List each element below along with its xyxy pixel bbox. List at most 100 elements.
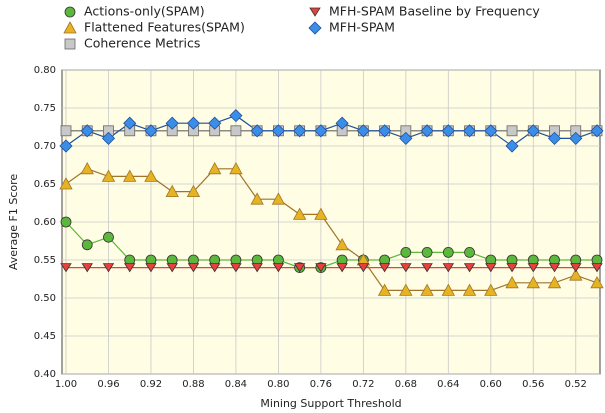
marker xyxy=(250,124,264,138)
marker xyxy=(144,124,158,138)
x-tick-label: 0.88 xyxy=(182,379,204,390)
marker xyxy=(464,246,475,258)
legend-label: Coherence Metrics xyxy=(84,36,200,51)
marker xyxy=(591,263,603,273)
y-tick-label: 0.80 xyxy=(34,65,56,76)
legend-label: MFH-SPAM Baseline by Frequency xyxy=(329,4,540,19)
legend-marker xyxy=(309,7,321,17)
marker xyxy=(526,124,540,138)
marker xyxy=(165,116,179,130)
x-tick-label: 0.56 xyxy=(522,379,544,390)
x-tick-label: 0.92 xyxy=(140,379,162,390)
marker xyxy=(463,263,476,273)
marker xyxy=(103,231,114,243)
marker xyxy=(145,263,157,273)
x-tick-label: 0.52 xyxy=(565,379,587,390)
x-tick-label: 0.76 xyxy=(310,379,332,390)
marker xyxy=(229,161,243,175)
legend-label: Actions-only(SPAM) xyxy=(84,4,205,19)
marker xyxy=(569,131,583,145)
marker xyxy=(378,263,391,273)
marker xyxy=(293,263,306,273)
y-axis-label: Average F1 Score xyxy=(7,174,20,271)
marker xyxy=(420,283,434,296)
marker xyxy=(421,246,433,258)
marker xyxy=(81,263,93,273)
marker xyxy=(251,263,263,273)
marker xyxy=(357,263,370,273)
marker xyxy=(80,161,94,175)
x-tick-label: 0.80 xyxy=(267,379,289,390)
marker xyxy=(292,207,307,220)
marker xyxy=(123,263,136,273)
marker xyxy=(462,283,477,296)
marker xyxy=(81,239,93,251)
marker xyxy=(400,246,412,258)
marker xyxy=(548,263,561,273)
marker xyxy=(441,283,455,296)
marker xyxy=(186,116,201,130)
marker xyxy=(271,124,285,138)
marker xyxy=(506,263,518,273)
marker xyxy=(165,184,179,198)
marker xyxy=(336,263,348,273)
legend-marker xyxy=(63,21,77,34)
marker xyxy=(377,283,392,296)
marker xyxy=(484,124,498,138)
marker xyxy=(505,275,519,289)
legend-marker xyxy=(64,6,76,18)
x-tick-label: 0.60 xyxy=(480,379,502,390)
marker xyxy=(293,124,307,138)
marker xyxy=(60,216,72,228)
marker xyxy=(315,263,327,273)
marker xyxy=(547,131,562,145)
marker xyxy=(506,125,518,137)
marker xyxy=(441,124,455,138)
plot xyxy=(59,69,604,375)
y-tick-label: 0.60 xyxy=(34,217,56,228)
x-tick-label: 0.84 xyxy=(225,379,247,390)
marker xyxy=(186,184,201,198)
marker xyxy=(229,109,243,123)
marker xyxy=(80,124,94,138)
marker xyxy=(547,275,562,289)
y-tick-label: 0.65 xyxy=(34,179,56,190)
marker xyxy=(59,177,73,190)
legend-label: Flattened Features(SPAM) xyxy=(84,20,245,35)
marker xyxy=(101,131,116,145)
marker xyxy=(60,125,72,137)
marker xyxy=(208,161,222,175)
y-tick-label: 0.50 xyxy=(34,293,56,304)
legend-marker xyxy=(308,21,322,35)
marker xyxy=(378,124,392,138)
marker xyxy=(526,275,540,289)
marker xyxy=(335,116,349,130)
marker xyxy=(442,263,455,273)
marker xyxy=(570,263,582,273)
marker xyxy=(590,275,604,289)
marker xyxy=(166,263,178,273)
x-tick-label: 0.96 xyxy=(97,379,119,390)
x-axis-label: Mining Support Threshold xyxy=(260,397,401,410)
marker xyxy=(144,169,158,182)
x-tick-label: 0.68 xyxy=(395,379,417,390)
y-tick-label: 0.70 xyxy=(34,141,56,152)
marker xyxy=(527,263,540,273)
x-tick-label: 0.72 xyxy=(352,379,374,390)
legend: Actions-only(SPAM)Flattened Features(SPA… xyxy=(63,4,540,51)
y-tick-label: 0.40 xyxy=(34,369,56,380)
marker xyxy=(208,116,222,130)
marker xyxy=(485,263,497,273)
marker xyxy=(442,246,454,258)
y-tick-label: 0.45 xyxy=(34,331,56,342)
x-tick-label: 1.00 xyxy=(55,379,77,390)
marker xyxy=(505,139,519,153)
y-tick-label: 0.55 xyxy=(34,255,56,266)
marker xyxy=(420,124,434,138)
legend-label: MFH-SPAM xyxy=(329,20,395,35)
marker xyxy=(314,207,328,220)
marker xyxy=(400,263,412,273)
marker xyxy=(335,237,349,251)
marker xyxy=(230,263,242,273)
